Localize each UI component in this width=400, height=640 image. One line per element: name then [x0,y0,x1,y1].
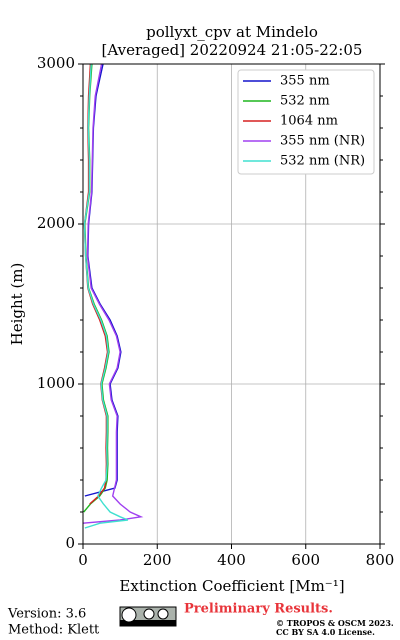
y-tick-label: 0 [65,534,75,552]
legend-label: 532 nm (NR) [280,154,365,169]
profile-line [83,63,129,529]
y-tick-label: 3000 [37,54,75,72]
license: CC BY SA 4.0 License. [276,627,375,637]
y-axis-label: Height (m) [8,263,26,346]
x-tick-label: 600 [291,551,320,569]
legend-label: 355 nm [280,74,330,89]
chart-title: pollyxt_cpv at Mindelo [146,23,318,41]
y-tick-label: 1000 [37,374,75,392]
y-tick-label: 2000 [37,214,75,232]
x-tick-label: 400 [217,551,246,569]
copyright: © TROPOS & OSCM 2023. [276,618,394,628]
legend-label: 532 nm [280,94,330,109]
notice: Preliminary Results. [184,602,333,617]
x-tick-label: 200 [143,551,172,569]
chart-subtitle: [Averaged] 20220924 21:05-22:05 [102,41,363,59]
cc-logo [119,606,177,627]
x-tick-label: 0 [78,551,88,569]
plot-frame [82,63,381,545]
x-tick-label: 800 [366,551,395,569]
x-axis-label: Extinction Coefficient [Mm⁻¹] [119,577,344,595]
legend-box [237,69,375,175]
legend-label: 355 nm (NR) [280,134,365,149]
version: Version: 3.6 [7,607,86,622]
legend-label: 1064 nm [280,114,338,129]
method: Method: Klett [8,623,100,638]
profile-line [82,63,144,524]
